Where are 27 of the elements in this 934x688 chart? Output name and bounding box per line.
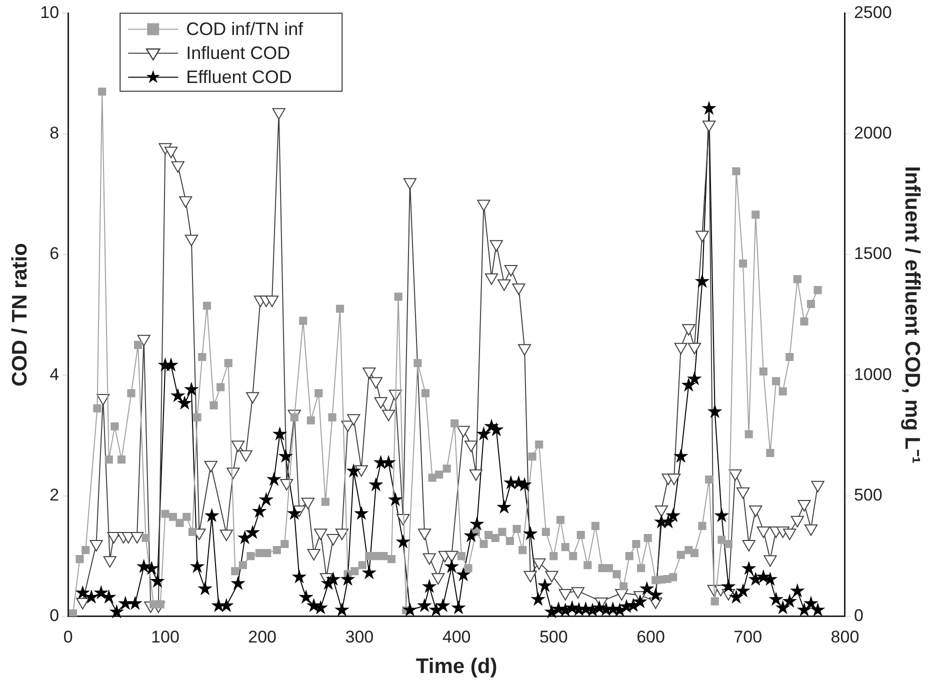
y2-axis-title: Influent / effluent COD, mg L⁻¹ (900, 166, 924, 464)
y2-tick-label: 1000 (854, 364, 892, 384)
y2-tick-label: 500 (854, 485, 882, 504)
y2-tick-label: 2000 (854, 124, 892, 143)
legend-label: COD inf/TN inf (186, 19, 304, 40)
x-tick-label: 400 (442, 627, 471, 646)
legend-label: Influent COD (186, 43, 290, 64)
y-axis-title: COD / TN ratio (8, 243, 32, 387)
y2-tick-label: 0 (854, 606, 864, 626)
y2-tick-label: 2500 (854, 2, 892, 22)
x-tick-label: 100 (151, 627, 180, 646)
x-tick-label: 200 (248, 627, 277, 646)
y-tick-label: 2 (50, 485, 60, 504)
y-tick-label: 6 (50, 244, 60, 264)
x-tick-label: 700 (734, 627, 762, 646)
y-tick-label: 4 (50, 364, 60, 384)
x-tick-label: 0 (63, 627, 73, 646)
x-tick-label: 800 (830, 627, 860, 646)
y-tick-label: 8 (50, 124, 60, 143)
x-tick-label: 500 (539, 627, 568, 646)
x-axis-title: Time (d) (416, 655, 498, 678)
legend-label: Effluent COD (186, 67, 292, 88)
x-tick-label: 600 (636, 627, 665, 646)
y-tick-label: 0 (50, 606, 60, 626)
x-tick-label: 300 (345, 627, 374, 646)
y-tick-label: 10 (40, 2, 60, 22)
y2-tick-label: 1500 (854, 244, 892, 264)
